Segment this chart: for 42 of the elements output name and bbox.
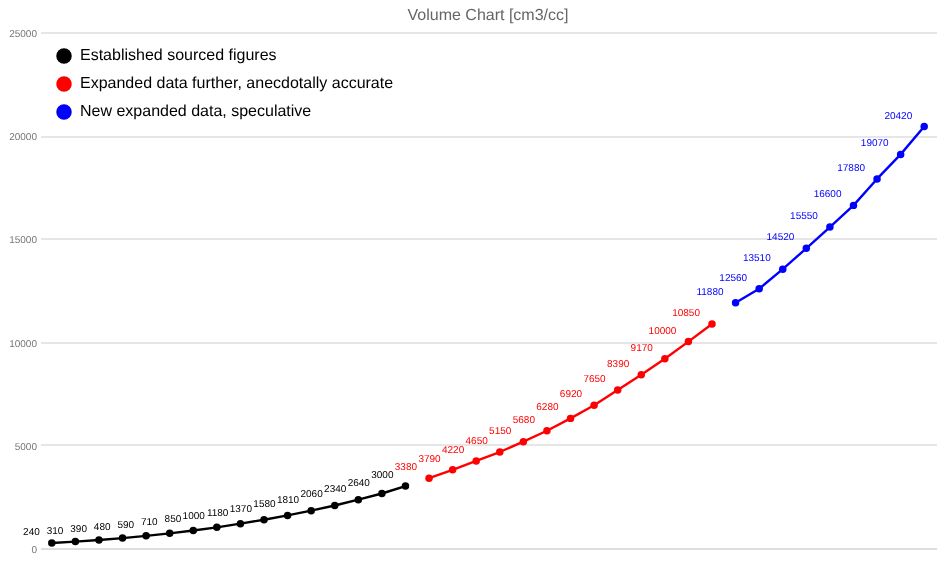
legend-label: Expanded data further, anecdotally accurate [80, 74, 395, 92]
point [849, 201, 858, 210]
point [165, 529, 174, 538]
chart-title: Volume Chart [cm3/cc] [407, 6, 569, 24]
point [118, 534, 127, 542]
point [661, 355, 669, 363]
point [260, 515, 268, 524]
point [566, 414, 575, 423]
point [613, 386, 622, 394]
legend-label: New expanded data, speculative [80, 102, 313, 120]
point [354, 495, 363, 504]
point [330, 501, 339, 510]
point [472, 457, 480, 465]
point [590, 401, 598, 409]
point [684, 337, 693, 346]
legend-label: Established sourced figures [80, 46, 277, 64]
point [731, 299, 740, 307]
point [378, 489, 386, 498]
point [802, 244, 811, 253]
point [95, 536, 103, 544]
point [920, 122, 928, 131]
point [401, 482, 410, 490]
point [213, 523, 221, 532]
point [307, 506, 315, 515]
point [873, 175, 881, 183]
point [142, 532, 150, 540]
point [778, 265, 787, 273]
point [708, 320, 716, 328]
point [236, 519, 245, 528]
point [755, 285, 763, 293]
point [425, 474, 433, 482]
point [519, 437, 528, 446]
point [496, 448, 504, 456]
point [283, 511, 292, 520]
point [48, 539, 56, 547]
point [189, 526, 198, 535]
point [71, 537, 80, 546]
point [637, 371, 646, 379]
point [826, 223, 834, 231]
point [448, 466, 457, 474]
point [896, 150, 905, 159]
point [543, 427, 551, 435]
